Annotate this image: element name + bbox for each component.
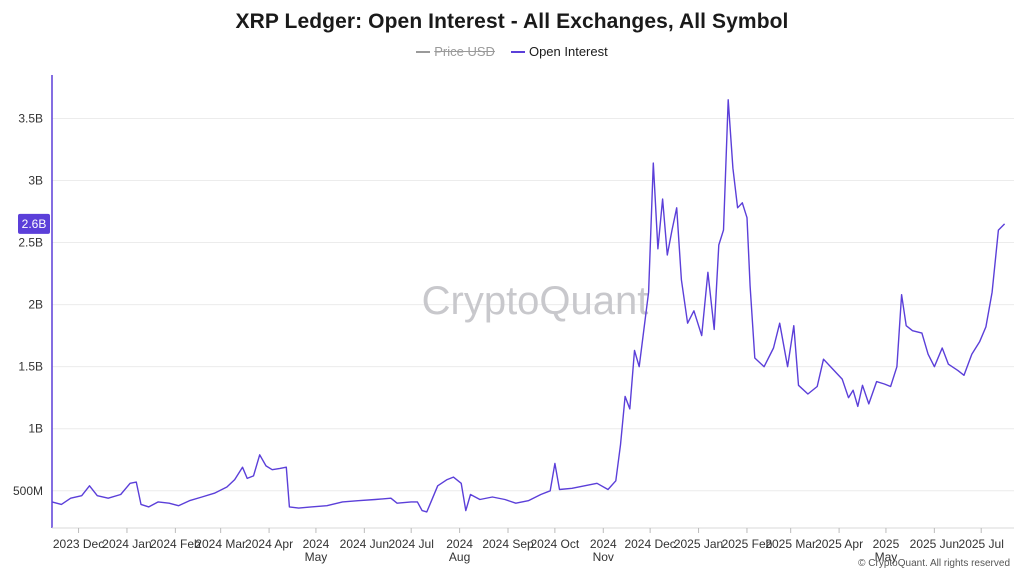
current-value-badge: 2.6B <box>18 213 50 234</box>
current-value-label: 2.6B <box>22 217 47 231</box>
x-tick-label: 2025 Feb <box>722 537 773 551</box>
x-tick-label: 2025 Mar <box>765 537 816 551</box>
x-tick-label: 2024 Mar <box>195 537 246 551</box>
legend-label-open-interest: Open Interest <box>528 44 608 59</box>
x-tick-label: 2024 Dec <box>624 537 675 551</box>
x-tick-label: 2025 Jun <box>910 537 959 551</box>
x-tick-label: 2025 Apr <box>815 537 863 551</box>
legend-swatch-price-usd <box>416 50 431 53</box>
x-tick-label: 2024 Oct <box>531 537 580 551</box>
chart-title: XRP Ledger: Open Interest - All Exchange… <box>235 10 789 33</box>
y-tick-label: 3B <box>28 173 43 187</box>
y-tick-label: 3.5B <box>18 111 43 125</box>
chart-legend: Price USD Open Interest <box>0 44 1024 59</box>
y-tick-label: 1B <box>28 422 43 436</box>
series-layer <box>51 99 1006 513</box>
x-tick-label: 2025 Jul <box>959 537 1004 551</box>
y-tick-label: 2B <box>28 298 43 312</box>
watermark: CryptoQuant <box>422 279 649 323</box>
legend-item-open-interest[interactable]: Open Interest <box>510 44 608 59</box>
x-tick-label: 2024 Jul <box>389 537 434 551</box>
series-line-open-interest[interactable] <box>51 99 1006 513</box>
x-tick-label: 2024 Aug <box>446 537 473 564</box>
axes <box>51 75 1014 529</box>
x-tick-label: 2025 May <box>873 537 900 564</box>
x-tick-label: 2024 Nov <box>590 537 617 564</box>
y-tick-label: 1.5B <box>18 360 43 374</box>
x-tick-label: 2024 Sep <box>482 537 534 551</box>
legend-label-price-usd: Price USD <box>434 44 495 59</box>
x-tick-label: 2024 Jan <box>102 537 151 551</box>
grid-lines <box>52 117 1014 492</box>
x-tick-label: 2024 Jun <box>340 537 389 551</box>
x-tick-label: 2025 Jan <box>674 537 723 551</box>
x-tick-label: 2024 May <box>303 537 330 564</box>
x-tick-label: 2023 Dec <box>53 537 104 551</box>
y-tick-label: 2.5B <box>18 236 43 250</box>
copyright-credit: © CryptoQuant. All rights reserved <box>858 558 1010 569</box>
y-axis-ticks: 500M 1B 1.5B 2B 2.5B 3B 3.5B <box>13 111 43 497</box>
y-tick-label: 500M <box>13 484 43 498</box>
legend-swatch-open-interest <box>510 50 525 53</box>
x-tick-label: 2024 Apr <box>245 537 293 551</box>
x-tick-label: 2024 Feb <box>150 537 201 551</box>
legend-item-price-usd[interactable]: Price USD <box>416 44 495 59</box>
